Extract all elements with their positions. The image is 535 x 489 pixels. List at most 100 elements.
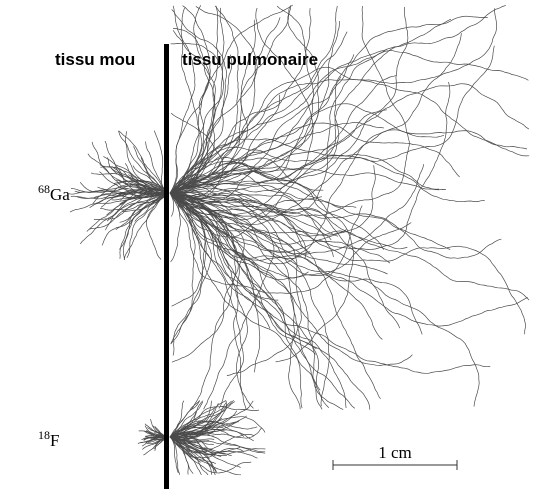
track xyxy=(143,436,168,456)
track xyxy=(169,187,332,241)
track xyxy=(169,5,196,194)
tracks xyxy=(68,4,530,476)
track xyxy=(169,157,354,363)
track xyxy=(169,192,330,409)
isotope-label: 68Ga xyxy=(38,182,70,204)
track xyxy=(120,189,169,201)
track xyxy=(111,192,169,201)
track xyxy=(169,5,239,194)
track xyxy=(169,192,491,374)
track xyxy=(169,429,254,442)
track xyxy=(169,45,495,194)
track xyxy=(169,5,338,194)
track xyxy=(133,146,169,194)
track xyxy=(169,192,413,366)
track xyxy=(169,164,425,255)
track xyxy=(169,192,196,344)
scale-label: 1 cm xyxy=(378,443,412,462)
track xyxy=(169,66,530,194)
track xyxy=(169,8,312,194)
track xyxy=(169,192,391,264)
track xyxy=(169,425,211,439)
track xyxy=(169,416,266,438)
track xyxy=(169,186,275,410)
track xyxy=(169,81,451,250)
mass-number: 68 xyxy=(38,182,50,196)
track xyxy=(169,6,410,218)
track xyxy=(169,436,216,457)
track xyxy=(169,6,409,194)
track xyxy=(169,19,256,194)
track xyxy=(169,192,323,410)
track xyxy=(169,76,342,198)
track xyxy=(169,192,356,409)
track xyxy=(169,400,204,438)
track xyxy=(169,121,384,194)
track xyxy=(103,156,169,194)
track xyxy=(169,422,213,438)
track xyxy=(169,192,244,409)
track xyxy=(169,436,258,459)
track xyxy=(145,436,168,443)
track xyxy=(169,50,529,194)
track xyxy=(92,180,169,205)
track xyxy=(169,192,480,407)
track xyxy=(90,172,169,194)
track xyxy=(169,192,309,279)
track xyxy=(169,42,224,194)
track xyxy=(169,400,254,440)
track xyxy=(118,130,169,194)
track xyxy=(169,5,314,202)
track xyxy=(169,185,502,259)
track xyxy=(169,6,319,194)
track xyxy=(169,9,227,194)
track xyxy=(169,192,530,301)
track xyxy=(153,130,169,194)
track xyxy=(169,192,344,410)
track xyxy=(169,436,244,456)
track xyxy=(126,192,169,258)
tissue-boundary xyxy=(164,44,169,489)
track xyxy=(169,191,334,257)
track xyxy=(169,5,219,194)
track xyxy=(169,436,212,475)
track xyxy=(169,192,212,356)
track xyxy=(169,436,216,476)
track xyxy=(169,160,357,208)
track xyxy=(169,419,204,438)
track xyxy=(100,192,169,211)
isotope-label: 18F xyxy=(38,428,59,450)
track xyxy=(169,48,388,214)
track xyxy=(169,74,397,194)
track xyxy=(106,192,169,222)
track xyxy=(169,192,347,409)
track xyxy=(169,165,376,254)
track xyxy=(169,7,203,194)
track xyxy=(169,192,204,345)
track xyxy=(169,191,330,407)
track xyxy=(94,192,169,199)
mass-number: 18 xyxy=(38,428,50,442)
track xyxy=(169,436,181,475)
track xyxy=(138,430,168,438)
track xyxy=(169,415,247,441)
track xyxy=(169,192,271,329)
track xyxy=(169,6,258,194)
track xyxy=(169,5,292,194)
track xyxy=(169,191,412,276)
element-symbol: F xyxy=(50,431,59,450)
track xyxy=(123,192,169,260)
track xyxy=(169,192,303,409)
track xyxy=(143,430,168,438)
track xyxy=(169,94,280,194)
track xyxy=(169,192,526,335)
track xyxy=(169,192,310,254)
track xyxy=(169,192,254,409)
scale-bar: 1 cm xyxy=(332,443,458,470)
track xyxy=(169,7,225,194)
track xyxy=(169,192,363,294)
track xyxy=(169,8,498,194)
track xyxy=(169,426,224,441)
region-label: tissu pulmonaire xyxy=(182,50,318,69)
